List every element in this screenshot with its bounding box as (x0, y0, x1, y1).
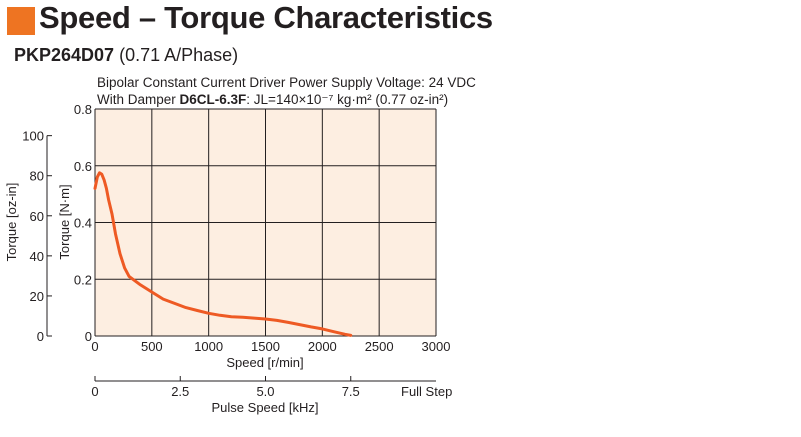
y2-tick-label: 60 (30, 209, 44, 224)
page-title: Speed – Torque Characteristics (39, 0, 493, 35)
inertia-text: : JL=140×10⁻⁷ kg·m² (0.77 oz-in²) (246, 92, 448, 107)
y-axis-title: Torque [N·m] (57, 184, 72, 259)
torque-curve-0 (93, 171, 353, 337)
x2-tick-label: 5.0 (256, 384, 274, 399)
y-tick-label: 0 (85, 329, 92, 344)
driver-conditions: Bipolar Constant Current Driver Power Su… (97, 75, 476, 90)
x-tick-label: 500 (141, 339, 163, 354)
grid (94, 108, 437, 337)
x2-tick-label: 2.5 (171, 384, 189, 399)
x2-tick-label: 7.5 (342, 384, 360, 399)
y2-tick-label: 20 (30, 289, 44, 304)
y2-tick-label: 0 (37, 329, 44, 344)
model-line: PKP264D07 (0.71 A/Phase) (14, 45, 238, 66)
y-tick-label: 0.6 (74, 159, 92, 174)
y2-tick-label: 80 (30, 169, 44, 184)
full-step-label: Full Step (401, 384, 452, 399)
title-accent-square (7, 7, 35, 35)
x-tick-label: 3000 (422, 339, 451, 354)
y2-tick-label: 100 (22, 129, 44, 144)
y2-axis-title: Torque [oz-in] (4, 183, 19, 262)
x2-tick-label: 0 (91, 384, 98, 399)
tick-labels: 0 500 1000 1500 2000 2500 300000.20.40.60.8020… (22, 102, 450, 399)
axes (46, 135, 436, 382)
y2-tick-label: 40 (30, 249, 44, 264)
x2-axis-title: Pulse Speed [kHz] (212, 400, 319, 415)
x-tick-label: 1500 (251, 339, 280, 354)
x-tick-label: 1000 (194, 339, 223, 354)
x-tick-label: 2500 (365, 339, 394, 354)
damper-prefix: With Damper (97, 92, 180, 107)
curves (93, 171, 353, 337)
y-tick-label: 0.2 (74, 272, 92, 287)
x-tick-label: 2000 (308, 339, 337, 354)
x-axis-title: Speed [r/min] (226, 355, 303, 370)
model-number: PKP264D07 (14, 45, 115, 65)
y-tick-label: 0.4 (74, 216, 92, 231)
model-spec: (0.71 A/Phase) (119, 45, 239, 65)
damper-model: D6CL-6.3F (180, 92, 247, 107)
damper-conditions: With Damper D6CL-6.3F: JL=140×10⁻⁷ kg·m²… (97, 92, 448, 107)
x-tick-label: 0 (91, 339, 98, 354)
y-tick-label: 0.8 (74, 102, 92, 117)
